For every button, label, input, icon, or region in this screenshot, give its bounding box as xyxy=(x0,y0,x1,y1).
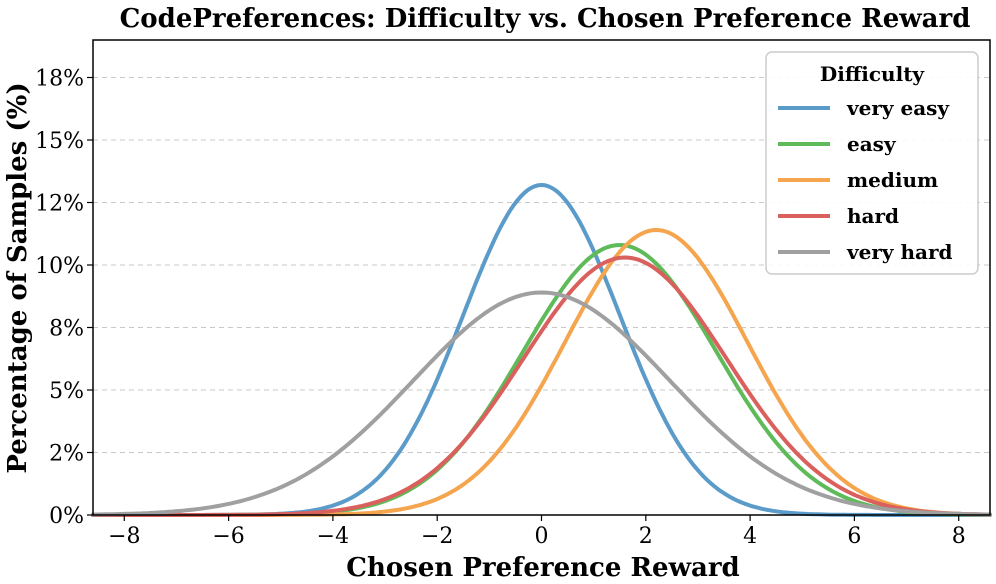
legend-label: easy xyxy=(847,132,897,156)
y-tick-label: 0% xyxy=(49,504,84,529)
x-axis-label: Chosen Preference Reward xyxy=(346,553,739,583)
y-tick-label: 10% xyxy=(35,254,84,279)
legend-label: medium xyxy=(847,168,938,192)
x-tick-label: −8 xyxy=(108,524,140,549)
y-tick-label: 12% xyxy=(35,192,84,217)
axes-ticks: 0% 2% 5% 8% 10% 12% 15% 18% −8 −6 −4 −2 0 2 4 6 8 xyxy=(35,67,966,550)
x-tick-label: 0 xyxy=(535,524,549,549)
y-tick-label: 15% xyxy=(35,129,84,154)
x-tick-label: −6 xyxy=(212,524,244,549)
chart-title: CodePreferences: Difficulty vs. Chosen P… xyxy=(120,4,971,34)
x-tick-label: 4 xyxy=(743,524,757,549)
y-tick-label: 8% xyxy=(49,317,84,342)
x-tick-label: 8 xyxy=(952,524,966,549)
legend: Difficulty very easy easy medium hard very h… xyxy=(765,51,979,275)
legend-label: hard xyxy=(847,204,899,228)
x-tick-label: −2 xyxy=(421,524,453,549)
y-tick-label: 2% xyxy=(49,442,84,467)
x-tick-label: 6 xyxy=(847,524,861,549)
y-axis-label: Percentage of Samples (%) xyxy=(3,82,33,473)
series-line-very-hard xyxy=(91,290,992,517)
legend-label: very easy xyxy=(846,96,950,120)
series-line-easy xyxy=(91,243,992,517)
x-tick-label: −4 xyxy=(317,524,349,549)
y-tick-label: 18% xyxy=(35,67,84,92)
legend-label: very hard xyxy=(846,240,953,264)
y-tick-label: 5% xyxy=(49,379,84,404)
x-tick-label: 2 xyxy=(639,524,653,549)
legend-title: Difficulty xyxy=(820,62,926,86)
